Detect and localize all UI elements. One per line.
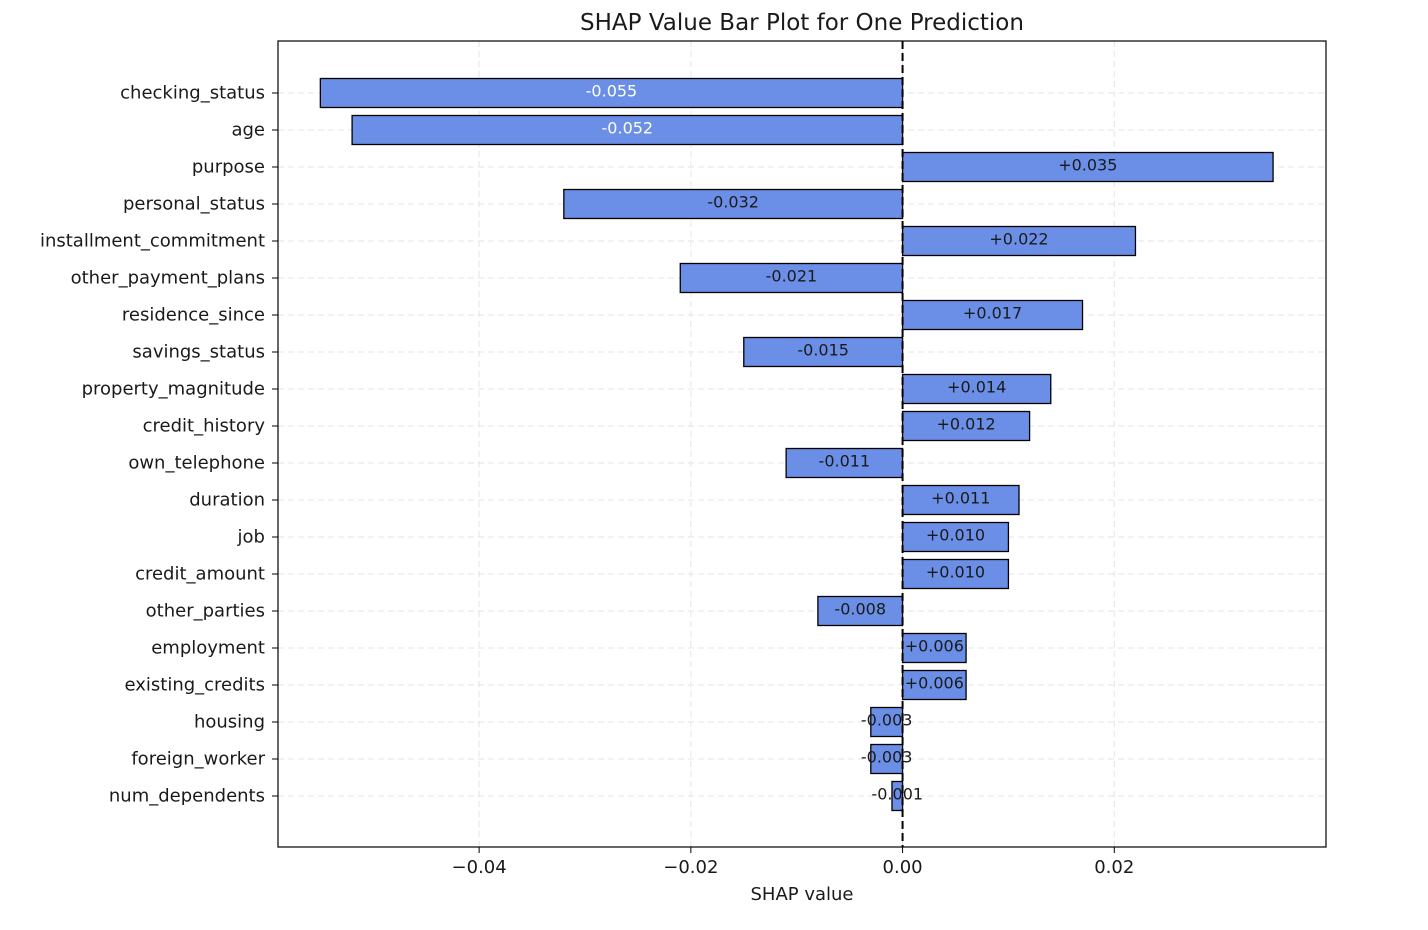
y-tick-label: purpose — [192, 157, 265, 178]
chart-title: SHAP Value Bar Plot for One Prediction — [580, 10, 1024, 36]
y-tick-label: employment — [151, 638, 265, 659]
bar-value-label: -0.015 — [797, 341, 849, 360]
x-tick-label: 0.00 — [883, 857, 923, 878]
bar-value-label: +0.014 — [947, 378, 1006, 397]
bar — [319, 77, 904, 109]
bar-value-label: -0.003 — [861, 711, 913, 730]
bar — [870, 706, 904, 738]
y-tick-label: num_dependents — [109, 786, 265, 807]
bar-value-label: +0.017 — [963, 304, 1022, 323]
bar-value-label: +0.022 — [989, 230, 1048, 249]
bar — [901, 410, 1031, 442]
y-tick-label: credit_amount — [135, 564, 265, 585]
x-tick-label: −0.02 — [663, 857, 718, 878]
x-axis-label: SHAP value — [750, 884, 853, 905]
y-tick-label: existing_credits — [124, 675, 265, 696]
bar-value-label: +0.035 — [1058, 156, 1117, 175]
bar — [901, 373, 1052, 405]
bar-value-label: +0.010 — [926, 526, 985, 545]
bar — [743, 336, 904, 368]
bar — [901, 151, 1274, 183]
plot-frame — [277, 40, 1327, 848]
y-tick-label: property_magnitude — [82, 379, 265, 400]
y-tick-label: installment_commitment — [40, 231, 265, 252]
bar-value-label: +0.012 — [936, 415, 995, 434]
bar-value-label: +0.006 — [905, 637, 964, 656]
y-tick-label: other_payment_plans — [71, 268, 265, 289]
bar-value-label: -0.003 — [861, 748, 913, 767]
bar-value-label: -0.011 — [819, 452, 871, 471]
x-axis: −0.04 −0.02 0.00 0.02 — [452, 847, 1134, 878]
bar-value-label: -0.032 — [707, 193, 759, 212]
data-labels-layer: -0.055 -0.052 +0.035 -0.032 +0.022 -0.021 +0.0… — [586, 82, 1118, 804]
y-tick-label: job — [237, 527, 265, 548]
bar-value-label: -0.021 — [766, 267, 818, 286]
bar — [901, 299, 1084, 331]
bar — [901, 484, 1020, 516]
bar-value-label: +0.011 — [931, 489, 990, 508]
y-tick-label: credit_history — [143, 416, 266, 437]
bar — [870, 743, 904, 775]
bar — [563, 188, 904, 220]
bar-value-label: -0.001 — [871, 785, 923, 804]
y-tick-label: duration — [189, 490, 265, 511]
y-tick-label: residence_since — [122, 305, 265, 326]
bar — [351, 114, 904, 146]
bar — [817, 595, 904, 627]
y-tick-label: other_parties — [146, 601, 265, 622]
y-tick-label: age — [231, 120, 265, 141]
bar-value-label: +0.010 — [926, 563, 985, 582]
bars-layer — [319, 77, 1274, 812]
bar — [901, 669, 967, 701]
bar — [785, 447, 904, 479]
bar — [891, 780, 904, 812]
y-tick-label: personal_status — [123, 194, 265, 215]
bar-value-label: -0.052 — [602, 119, 654, 138]
bar-value-label: -0.055 — [586, 82, 638, 101]
x-tick-label: 0.02 — [1094, 857, 1134, 878]
y-tick-label: housing — [194, 712, 265, 733]
y-tick-label: checking_status — [120, 83, 265, 104]
bar — [679, 262, 904, 294]
y-tick-label: savings_status — [132, 342, 265, 363]
x-tick-label: −0.04 — [452, 857, 507, 878]
bar-value-label: -0.008 — [834, 600, 886, 619]
bar-value-label: +0.006 — [905, 674, 964, 693]
y-tick-label: own_telephone — [128, 453, 265, 474]
y-tick-label: foreign_worker — [131, 749, 265, 770]
